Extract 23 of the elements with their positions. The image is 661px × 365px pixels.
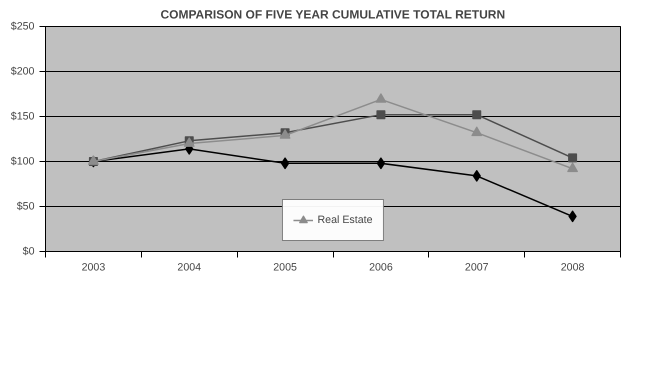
y-tick-label: $250 <box>10 20 35 32</box>
point <box>376 110 386 120</box>
x-tick-label: 2005 <box>273 262 298 274</box>
y-tick-label: $150 <box>10 110 35 122</box>
chart-title: COMPARISON OF FIVE YEAR CUMULATIVE TOTAL RETURN <box>160 8 506 22</box>
y-tick-label: $50 <box>16 200 35 212</box>
point <box>376 157 386 170</box>
x-tick-label: 2008 <box>560 262 585 274</box>
point <box>375 93 386 103</box>
y-tick-label: $100 <box>10 156 35 168</box>
point <box>280 157 290 170</box>
y-tick-label: $200 <box>10 66 35 78</box>
point <box>568 210 577 222</box>
x-tick-label: 2003 <box>82 262 106 274</box>
point <box>568 153 578 162</box>
legend-label: Real Estate <box>317 214 373 226</box>
y-tick-label: $0 <box>22 246 35 258</box>
x-tick-label: 2006 <box>369 262 393 274</box>
point <box>472 110 482 120</box>
x-tick-label: 2007 <box>464 262 489 274</box>
x-tick-label: 2004 <box>177 262 202 274</box>
point <box>567 162 578 172</box>
point <box>471 126 482 136</box>
